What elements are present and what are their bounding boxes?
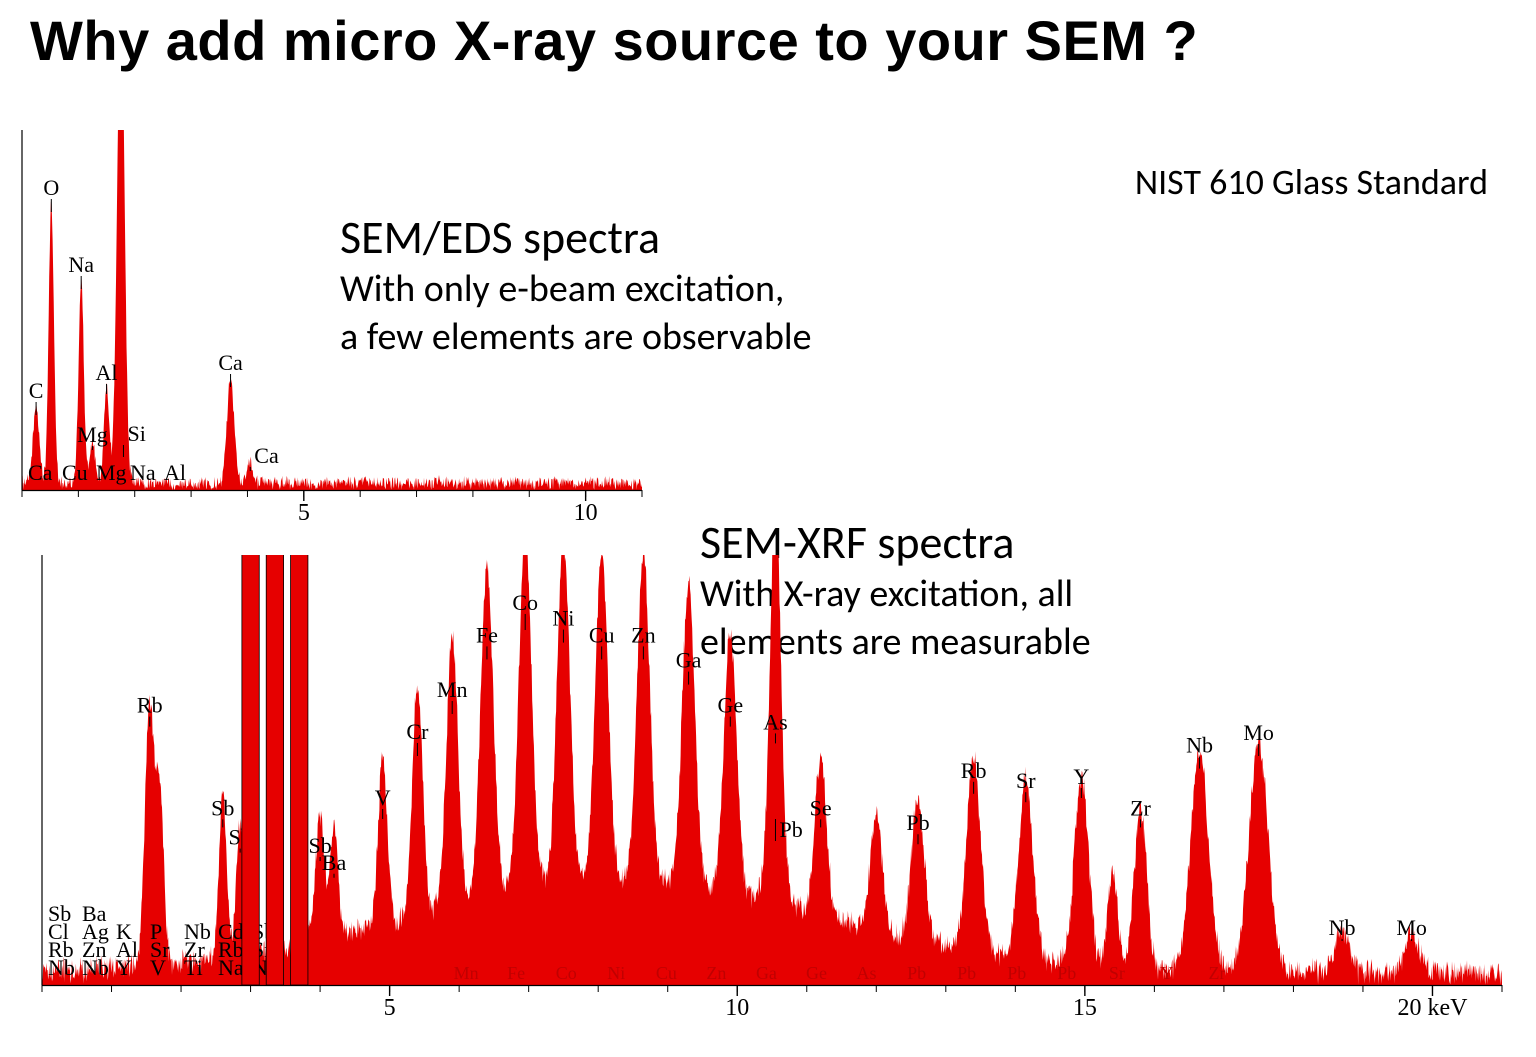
svg-text:Nb: Nb: [1329, 915, 1356, 940]
svg-text:Ga: Ga: [756, 963, 777, 983]
svg-text:Y: Y: [1073, 764, 1089, 789]
svg-text:Pb: Pb: [1057, 963, 1076, 983]
svg-text:Fe: Fe: [507, 963, 525, 983]
svg-text:Pb: Pb: [779, 817, 802, 842]
svg-text:5: 5: [384, 995, 396, 1021]
svg-text:10: 10: [574, 500, 598, 526]
svg-text:Cr: Cr: [406, 719, 429, 744]
svg-text:Rb: Rb: [137, 693, 163, 718]
svg-text:Na: Na: [130, 460, 156, 485]
svg-text:P: P: [150, 919, 162, 944]
svg-text:Mo: Mo: [1396, 915, 1427, 940]
svg-text:20 keV: 20 keV: [1397, 995, 1468, 1021]
svg-text:Zn: Zn: [631, 622, 655, 647]
svg-text:Pb: Pb: [957, 963, 976, 983]
svg-text:V: V: [375, 785, 391, 810]
svg-text:Mn: Mn: [437, 677, 468, 702]
svg-text:Ca: Ca: [254, 443, 279, 468]
svg-text:Sb: Sb: [48, 901, 71, 926]
svg-text:Ga: Ga: [676, 648, 702, 673]
eds-spectrum-chart: 510CONaMgAlSiCaCaCaCuMgNaAl: [10, 130, 650, 530]
svg-text:Ba: Ba: [82, 901, 107, 926]
svg-text:Sr: Sr: [1016, 768, 1036, 793]
svg-text:Co: Co: [556, 963, 577, 983]
svg-text:Pb: Pb: [1007, 963, 1026, 983]
svg-text:Ba: Ba: [322, 850, 347, 875]
svg-text:Nb: Nb: [1186, 733, 1213, 758]
page-subtitle: NIST 610 Glass Standard: [1135, 160, 1488, 204]
svg-text:Pb: Pb: [907, 963, 926, 983]
svg-text:Pb: Pb: [906, 810, 929, 835]
svg-text:Ge: Ge: [717, 693, 743, 718]
svg-text:Cu: Cu: [656, 963, 677, 983]
svg-text:Sb: Sb: [211, 795, 234, 820]
svg-text:Ca: Ca: [218, 350, 243, 375]
svg-text:Cd: Cd: [218, 919, 244, 944]
svg-text:Ca: Ca: [28, 460, 53, 485]
svg-text:O: O: [43, 175, 59, 200]
svg-text:Mn: Mn: [454, 963, 479, 983]
svg-text:Rb: Rb: [961, 758, 987, 783]
svg-text:10: 10: [725, 995, 749, 1021]
svg-text:Sr: Sr: [1109, 963, 1125, 983]
svg-text:5: 5: [298, 500, 310, 526]
svg-text:Ge: Ge: [806, 963, 827, 983]
svg-text:As: As: [857, 963, 877, 983]
svg-text:Nb: Nb: [184, 919, 211, 944]
svg-text:Mg: Mg: [96, 460, 127, 485]
svg-text:Na: Na: [68, 252, 94, 277]
svg-text:Cu: Cu: [589, 622, 615, 647]
svg-text:As: As: [763, 709, 787, 734]
svg-text:Fe: Fe: [476, 622, 498, 647]
svg-text:Mo: Mo: [1243, 720, 1274, 745]
svg-text:Al: Al: [96, 360, 118, 385]
svg-text:K: K: [116, 919, 132, 944]
svg-text:C: C: [29, 378, 44, 403]
svg-text:Co: Co: [512, 590, 538, 615]
svg-text:Ni: Ni: [607, 963, 625, 983]
svg-text:Ni: Ni: [552, 606, 574, 631]
svg-text:Zr: Zr: [1208, 963, 1225, 983]
svg-text:Zn: Zn: [706, 963, 726, 983]
svg-text:Al: Al: [164, 460, 186, 485]
svg-text:Si: Si: [127, 421, 145, 446]
svg-text:Y: Y: [1160, 963, 1173, 983]
svg-text:15: 15: [1073, 995, 1097, 1021]
svg-text:Cu: Cu: [62, 460, 88, 485]
svg-text:Mg: Mg: [77, 422, 108, 447]
xrf-spectrum-chart: 5101520 keVRbSbSbSbBaVCrMnFeCoNiCuZnGaGe…: [30, 555, 1510, 1025]
svg-text:Zr: Zr: [1130, 795, 1151, 820]
svg-text:Se: Se: [810, 795, 832, 820]
page-title: Why add micro X-ray source to your SEM ?: [30, 8, 1198, 73]
